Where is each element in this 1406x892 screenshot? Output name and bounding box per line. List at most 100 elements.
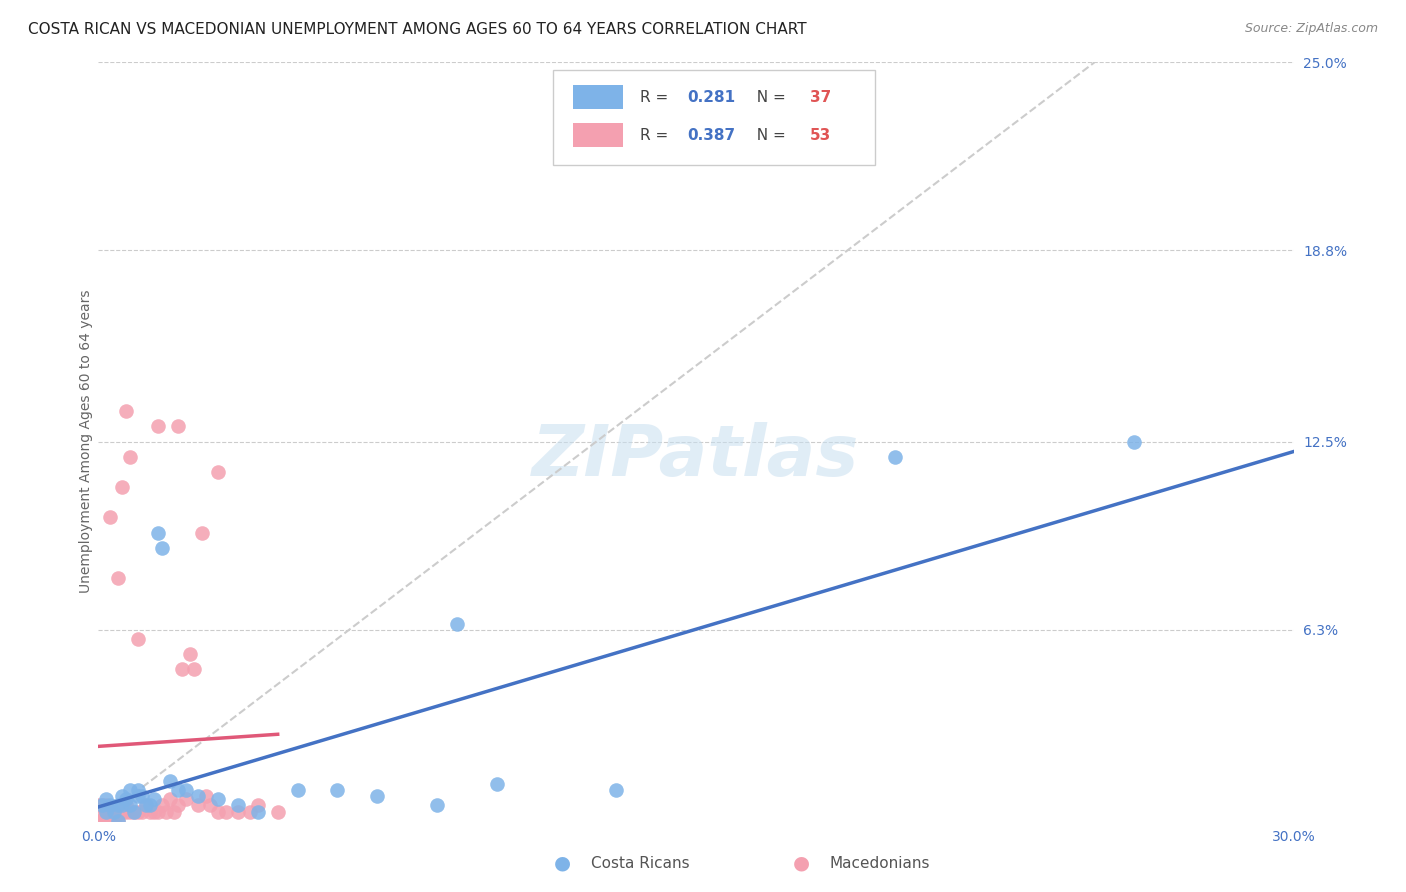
Point (246, 805, 269, 819)
Point (98, 805, 122, 819)
Point (96, 798, 118, 813)
Text: R =: R = (640, 90, 673, 105)
Point (103, 805, 125, 819)
Point (155, 805, 177, 819)
Point (103, 814, 125, 828)
Point (127, 789, 149, 804)
Point (139, 798, 162, 813)
Text: ●: ● (554, 854, 571, 873)
Text: N =: N = (748, 90, 792, 105)
Point (485, 777, 508, 791)
Point (135, 798, 157, 813)
Point (207, 792, 229, 806)
Point (115, 798, 138, 813)
Text: 53: 53 (810, 128, 831, 143)
Point (120, 783, 142, 797)
Point (159, 792, 181, 806)
Point (115, 404, 138, 418)
Point (183, 662, 205, 676)
Point (167, 783, 190, 797)
Point (98, 798, 122, 813)
Point (120, 805, 142, 819)
Point (115, 805, 138, 819)
Text: 0.281: 0.281 (688, 90, 735, 105)
Point (366, 789, 388, 804)
Point (148, 525, 170, 540)
Text: 0.387: 0.387 (688, 128, 735, 143)
Point (124, 805, 146, 819)
Text: ZIPatlas: ZIPatlas (533, 422, 859, 491)
Point (124, 805, 146, 819)
Point (103, 805, 125, 819)
Point (111, 805, 134, 819)
Point (127, 805, 149, 819)
Text: Source: ZipAtlas.com: Source: ZipAtlas.com (1244, 22, 1378, 36)
Point (148, 805, 170, 819)
Point (91, 798, 114, 813)
Point (127, 632, 149, 646)
Point (187, 789, 209, 804)
Bar (572, 123, 623, 147)
Text: Costa Ricans: Costa Ricans (591, 856, 689, 871)
Point (239, 805, 262, 819)
Bar (572, 85, 623, 110)
Point (143, 805, 166, 819)
Point (96, 805, 118, 819)
Point (167, 419, 190, 434)
Point (267, 805, 290, 819)
FancyBboxPatch shape (553, 70, 876, 165)
Point (226, 798, 249, 813)
Point (107, 571, 129, 585)
Point (111, 480, 134, 494)
Point (127, 783, 149, 797)
Point (163, 805, 186, 819)
Point (207, 805, 229, 819)
Text: COSTA RICAN VS MACEDONIAN UNEMPLOYMENT AMONG AGES 60 TO 64 YEARS CORRELATION CHA: COSTA RICAN VS MACEDONIAN UNEMPLOYMENT A… (28, 22, 807, 37)
Point (148, 419, 170, 434)
Point (246, 798, 269, 813)
Point (120, 798, 142, 813)
Point (150, 798, 173, 813)
Point (107, 798, 129, 813)
Point (1123, 434, 1146, 449)
Y-axis label: Unemployment Among Ages 60 to 64 years: Unemployment Among Ages 60 to 64 years (79, 290, 93, 593)
Point (605, 783, 627, 797)
Point (426, 798, 449, 813)
Point (174, 783, 197, 797)
Point (215, 805, 238, 819)
Point (115, 792, 138, 806)
Text: N =: N = (748, 128, 792, 143)
Point (107, 814, 129, 828)
Text: R =: R = (640, 128, 673, 143)
Point (172, 662, 194, 676)
Point (174, 792, 197, 806)
Point (139, 805, 162, 819)
Point (179, 647, 201, 661)
Point (135, 798, 157, 813)
Point (159, 774, 181, 789)
Point (131, 805, 153, 819)
Point (96, 814, 118, 828)
Point (226, 805, 249, 819)
Point (167, 798, 190, 813)
Point (107, 814, 129, 828)
Point (91, 805, 114, 819)
Point (195, 789, 218, 804)
Point (98, 814, 122, 828)
Point (207, 465, 229, 479)
Point (96, 792, 118, 806)
Point (191, 525, 214, 540)
Text: ●: ● (793, 854, 810, 873)
Point (91, 798, 114, 813)
Text: Macedonians: Macedonians (830, 856, 929, 871)
Point (287, 783, 309, 797)
Text: 37: 37 (810, 90, 831, 105)
Point (87, 814, 110, 828)
Point (111, 789, 134, 804)
Point (107, 805, 129, 819)
Point (96, 805, 118, 819)
Point (884, 450, 907, 464)
Point (91, 814, 114, 828)
Point (143, 792, 166, 806)
Point (120, 450, 142, 464)
